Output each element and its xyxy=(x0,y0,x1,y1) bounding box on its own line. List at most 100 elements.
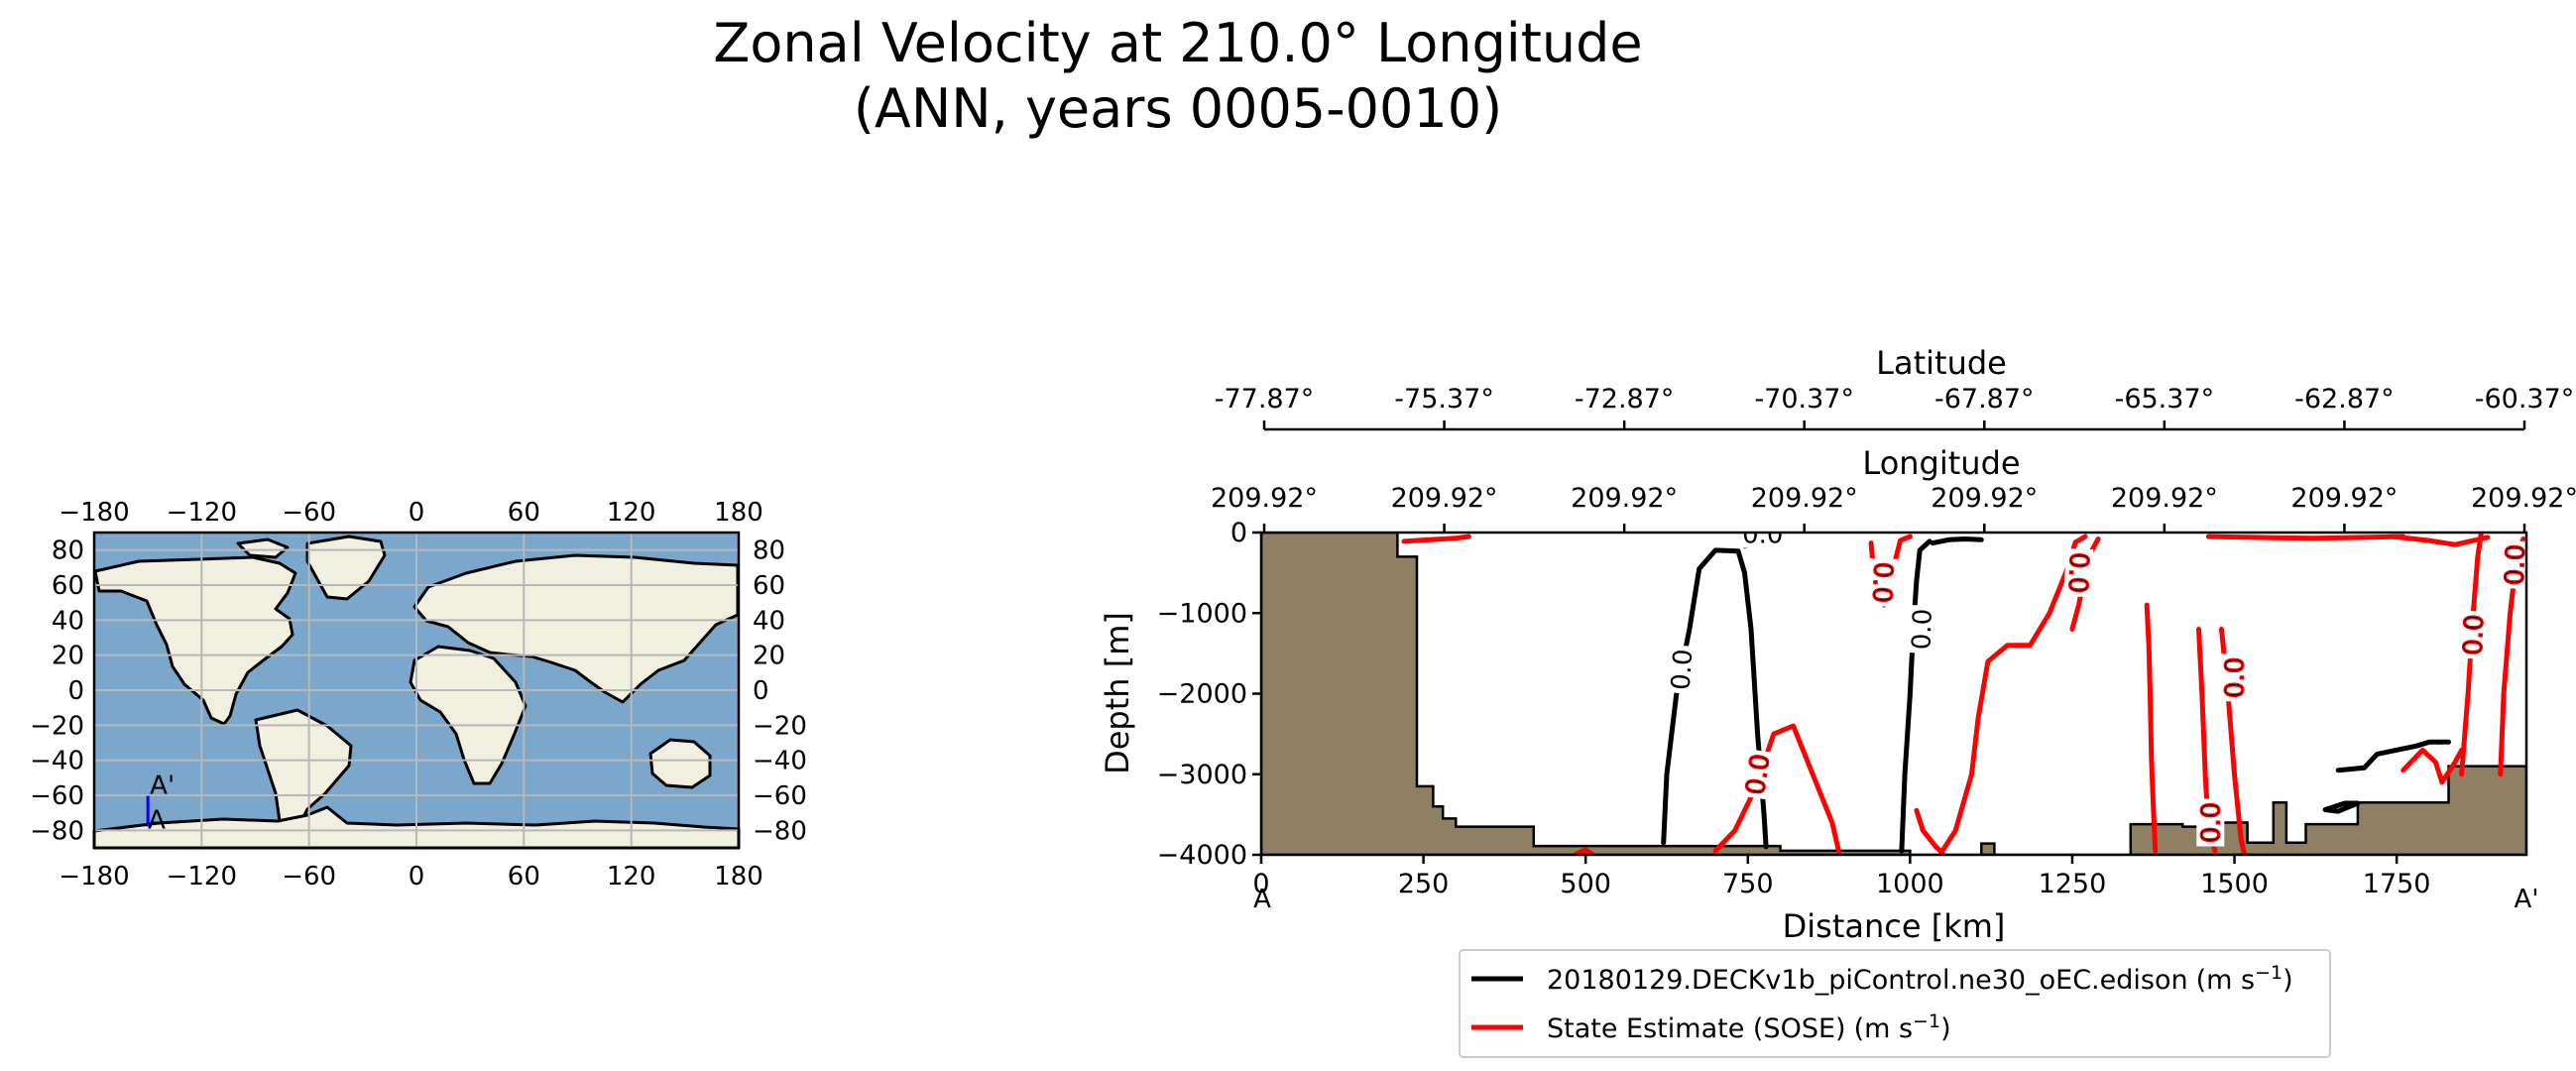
obs-contour-line xyxy=(1573,847,1595,855)
map-lon-tick-top: 0 xyxy=(409,498,425,528)
obs-contour-line xyxy=(2144,602,2159,854)
land-australia xyxy=(648,738,712,789)
legend-model-unit: (m s xyxy=(2196,965,2255,996)
contour-label: 0.0 xyxy=(1740,749,1777,800)
map-lon-tick-bottom: −180 xyxy=(59,862,129,892)
model-contour-line xyxy=(1661,547,1769,850)
map-lat-tick-left: −60 xyxy=(30,781,84,811)
obs-contour-line xyxy=(1712,723,1841,854)
y-axis-label: Depth [m] xyxy=(1099,612,1136,774)
x-axis-label: Distance [km] xyxy=(1783,907,2006,945)
legend-obs-name: State Estimate (SOSE) xyxy=(1547,1013,1846,1044)
contour-label: 0.0 xyxy=(1666,645,1699,695)
contour-label: 0.0 xyxy=(2500,540,2530,589)
contour-label-text: 0.0 xyxy=(1866,561,1897,603)
lat-tick-label: -75.37° xyxy=(1394,384,1494,415)
lon-tick-label: 209.92° xyxy=(2111,483,2218,514)
lon-tick-label: 209.92° xyxy=(1211,483,1318,514)
x-tick-label: 1750 xyxy=(2363,869,2431,899)
lat-tick-label: -72.87° xyxy=(1575,384,1675,415)
map-lat-tick-left: 20 xyxy=(52,642,84,671)
map-transect-end-label: A' xyxy=(150,772,175,801)
lat-tick-label: -77.87° xyxy=(1215,384,1315,415)
map-lat-tick-left: 40 xyxy=(52,606,84,636)
map-lat-tick-right: 40 xyxy=(753,606,785,636)
longitude-axis: 209.92° 209.92° 209.92° 209.92° 209.92° 209.9… xyxy=(1211,483,2576,533)
contour-labels: 0.0 0.0 0.0 0.0 0.0 0.0 0.0 0.0 0.0 0.0 xyxy=(1666,533,2530,847)
map-lon-tick-bottom: 180 xyxy=(714,862,763,892)
map-lon-tick-top: −180 xyxy=(59,498,129,528)
contour-label-bg xyxy=(1740,749,1775,800)
legend-obs-label: State Estimate (SOSE) (m s−1) xyxy=(1547,1011,1951,1044)
obs-contour-line xyxy=(2391,534,2491,547)
legend-model-name: 20180129.DECKv1b_piControl.ne30_oEC.edis… xyxy=(1547,965,2188,996)
longitude-axis-label: Longitude xyxy=(1862,444,2020,482)
contour-label-bg xyxy=(1907,605,1936,654)
obs-contour-line xyxy=(2400,747,2465,785)
map-lon-tick-top: −60 xyxy=(282,498,336,528)
map-ticks: −180 −180 −120 −120 −60 −60 0 0 60 60 120 120 180 180… xyxy=(30,498,807,892)
lat-tick-label: -65.37° xyxy=(2115,384,2215,415)
obs-contour-line xyxy=(1914,807,1945,855)
model-contour-line xyxy=(2335,739,2451,774)
map-lat-tick-right: −20 xyxy=(753,711,807,741)
contour-label-bg xyxy=(2063,548,2094,598)
legend: 20180129.DECKv1b_piControl.ne30_oEC.edis… xyxy=(1459,949,2331,1058)
y-tick-label: −1000 xyxy=(1157,598,1247,629)
y-tick-label: −2000 xyxy=(1157,679,1247,710)
contour-label-bg xyxy=(2458,610,2489,659)
model-contour-line xyxy=(2322,800,2361,814)
section-ticks: 0 250 500 750 1000 1250 1500 1750 0 −1000 −2000 −30… xyxy=(1157,518,2431,899)
lat-tick-label: -62.87° xyxy=(2294,384,2395,415)
map-lat-tick-right: 60 xyxy=(753,571,785,601)
contour-label-bg xyxy=(2220,654,2249,702)
lon-tick-label: 209.92° xyxy=(1571,483,1678,514)
map-lat-tick-left: −40 xyxy=(30,747,84,776)
legend-model-label: 20180129.DECKv1b_piControl.ne30_oEC.edis… xyxy=(1547,962,2293,996)
contour-label-bg xyxy=(1738,533,1787,548)
x-tick-label: 0 xyxy=(1252,869,1269,899)
map-lat-tick-left: 0 xyxy=(67,676,84,706)
x-tick-label: 1250 xyxy=(2039,869,2107,899)
legend-model-unit-exp: −1 xyxy=(2255,962,2283,984)
lon-tick-label: 209.92° xyxy=(1751,483,1858,514)
contour-label-text: 0.0 xyxy=(1741,752,1776,796)
legend-obs-unit-exp: −1 xyxy=(1913,1011,1940,1032)
figure-title-line2: (ANN, years 0005-0010) xyxy=(854,77,1502,140)
map-lon-tick-top: 180 xyxy=(714,498,763,528)
legend-model-unit-close: ) xyxy=(2283,965,2293,996)
x-tick-label: 250 xyxy=(1398,869,1450,899)
section-end-label: A' xyxy=(2515,885,2539,914)
map-transect-start-label: A xyxy=(148,806,166,836)
map-lon-tick-top: 60 xyxy=(508,498,540,528)
contour-label-bg xyxy=(2500,540,2526,589)
contour-label: 0.0 xyxy=(2196,798,2227,847)
transect-section-plot: 0.0 0.0 0.0 0.0 0.0 0.0 0.0 0.0 0.0 0.0 0 250 500 75… xyxy=(1099,344,2576,945)
contour-label-text: 0.0 xyxy=(2500,543,2530,585)
contour-label-text: 0.0 xyxy=(2196,802,2226,843)
latitude-axis: -77.87° -75.37° -72.87° -70.37° -67.87° -65.3… xyxy=(1215,384,2574,429)
map-lon-tick-top: −120 xyxy=(167,498,237,528)
map-lon-tick-bottom: 0 xyxy=(409,862,425,892)
land-eurasia xyxy=(412,553,740,704)
contour-label-text: 0.0 xyxy=(2221,657,2251,698)
lat-tick-label: -70.37° xyxy=(1754,384,1854,415)
x-tick-label: 1000 xyxy=(1876,869,1944,899)
contour-label: 0.0 xyxy=(1907,605,1938,654)
contour-label-text: 0.0 xyxy=(2062,551,2093,593)
obs-contour-line xyxy=(1401,534,1471,544)
contour-label-text: 0.0 xyxy=(1667,648,1699,690)
map-lat-tick-right: 0 xyxy=(753,676,769,706)
latitude-axis-label: Latitude xyxy=(1876,344,2007,382)
contour-label: 0.0 xyxy=(1865,557,1898,607)
figure-title-line1: Zonal Velocity at 210.0° Longitude xyxy=(713,12,1642,74)
map-frame xyxy=(92,531,741,850)
map-lat-tick-right: 20 xyxy=(753,642,785,671)
map-lon-tick-top: 120 xyxy=(607,498,656,528)
map-lat-tick-right: −60 xyxy=(753,781,807,811)
map-lat-tick-left: 60 xyxy=(52,571,84,601)
y-tick-label: −4000 xyxy=(1157,840,1247,871)
contour-label: 0.0 xyxy=(2061,548,2094,598)
map-gridlines xyxy=(94,533,739,848)
